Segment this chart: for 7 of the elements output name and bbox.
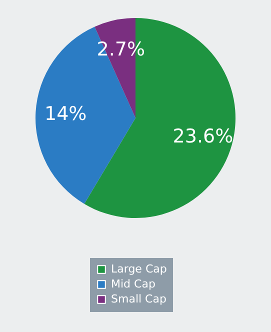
data-label: 23.6% [172,126,234,148]
legend-label: Large Cap [111,262,167,276]
legend-label: Small Cap [111,292,166,306]
legend-label: Mid Cap [111,278,156,290]
pie-slice [84,18,236,218]
data-label: 14% [44,102,87,125]
data-label: 2.7% [96,38,146,61]
